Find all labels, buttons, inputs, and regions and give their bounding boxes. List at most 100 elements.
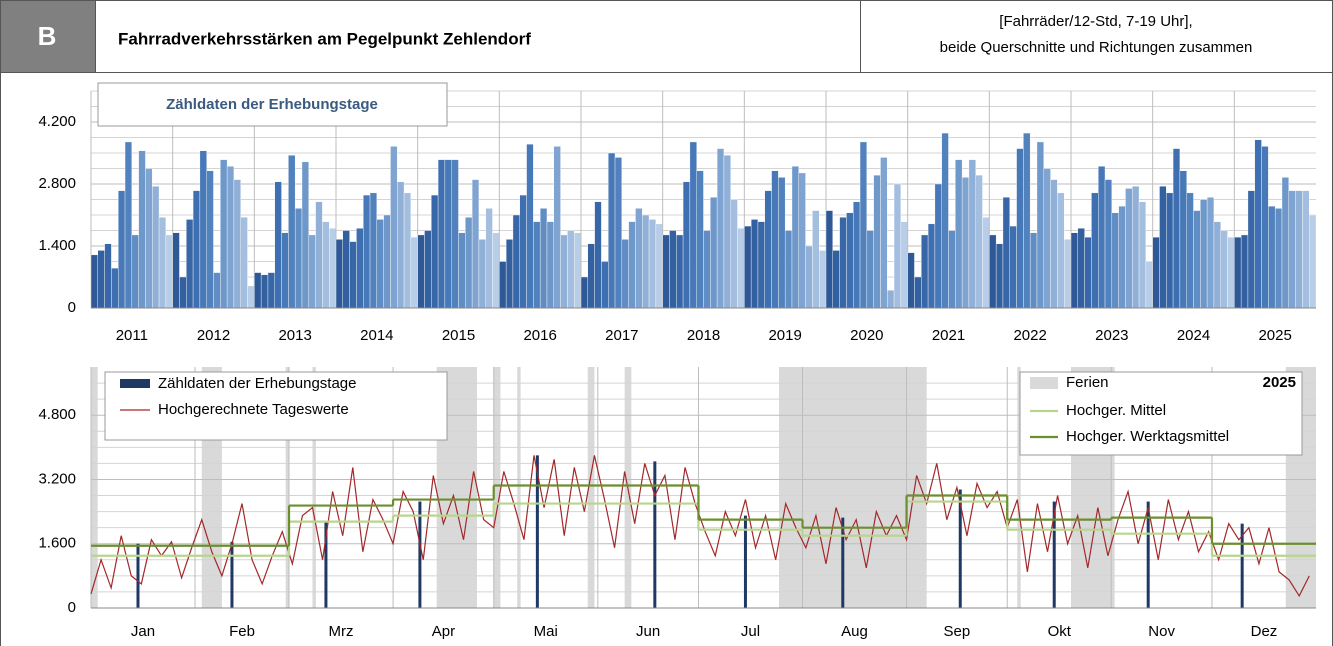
- bar: [1227, 236, 1235, 309]
- x-tick-label: 2017: [605, 327, 638, 344]
- survey-bar: [653, 461, 657, 608]
- bar: [186, 219, 194, 309]
- bar: [608, 152, 616, 309]
- header-letter: B: [38, 21, 57, 51]
- bar: [1254, 139, 1262, 309]
- bar: [832, 250, 840, 309]
- bar: [1036, 141, 1044, 309]
- inset-label: Zähldaten der Erhebungstage: [166, 96, 378, 113]
- bar: [989, 234, 997, 309]
- bar: [192, 190, 201, 309]
- bar: [172, 232, 180, 309]
- legend-box: [104, 371, 448, 441]
- legend-label: Hochgerechnete Tageswerte: [158, 401, 349, 418]
- bar: [873, 174, 881, 309]
- bar: [1084, 236, 1092, 309]
- bar: [846, 212, 854, 309]
- bar: [546, 221, 554, 309]
- bar: [689, 141, 697, 309]
- bar: [771, 170, 779, 309]
- bar: [907, 252, 915, 309]
- bar: [118, 190, 126, 309]
- bar: [1172, 148, 1181, 309]
- bar: [628, 221, 636, 309]
- bar: [410, 236, 418, 309]
- bar: [260, 274, 269, 309]
- bar: [703, 230, 711, 309]
- bar: [1268, 205, 1276, 309]
- bar: [737, 228, 745, 309]
- bar: [152, 186, 160, 309]
- bar: [206, 170, 214, 309]
- bar: [301, 161, 309, 309]
- bar: [900, 221, 908, 309]
- bar: [784, 230, 793, 309]
- bar: [853, 201, 861, 309]
- x-tick-label: 2018: [687, 327, 720, 344]
- bar: [750, 219, 759, 309]
- bar: [818, 250, 827, 309]
- bar: [601, 261, 609, 309]
- bar: [179, 276, 187, 309]
- x-tick-label: 2013: [278, 327, 311, 344]
- y-tick-label: 1.600: [38, 535, 76, 552]
- bar: [451, 159, 459, 309]
- bar: [349, 241, 357, 309]
- x-tick-label: 2014: [360, 327, 393, 344]
- bar: [934, 183, 942, 309]
- y-tick-label: 4.800: [38, 406, 76, 423]
- bar: [1308, 214, 1317, 309]
- bar: [1159, 186, 1167, 309]
- bar: [471, 179, 480, 309]
- x-tick-label: Mrz: [329, 623, 354, 640]
- bar: [1261, 146, 1269, 309]
- bar: [655, 223, 663, 309]
- bar: [499, 261, 507, 309]
- bar: [417, 234, 425, 309]
- bar: [1247, 190, 1255, 309]
- bar: [730, 199, 738, 309]
- header-note: beide Querschnitte und Richtungen zusamm…: [940, 39, 1253, 56]
- y-tick-label: 3.200: [38, 470, 76, 487]
- bar: [948, 230, 956, 309]
- survey-bar: [230, 541, 234, 608]
- bar: [1043, 168, 1051, 309]
- bar: [1274, 208, 1283, 309]
- y-tick-label: 0: [68, 599, 76, 616]
- bar: [560, 234, 568, 309]
- bar: [131, 234, 139, 309]
- bar: [465, 217, 473, 309]
- x-tick-label: Mai: [534, 623, 558, 640]
- bar: [594, 201, 602, 309]
- bar: [587, 243, 595, 309]
- bar: [744, 225, 752, 309]
- bar: [1132, 186, 1140, 309]
- survey-bar: [136, 543, 140, 608]
- bar: [1016, 148, 1024, 309]
- bar: [124, 141, 133, 309]
- bar: [288, 155, 296, 309]
- bar: [778, 177, 786, 309]
- bar: [1063, 239, 1072, 309]
- x-tick-label: 2015: [442, 327, 475, 344]
- bar: [1193, 210, 1201, 309]
- bar: [669, 230, 677, 309]
- bar: [505, 239, 514, 309]
- bar: [642, 214, 650, 309]
- bar: [866, 230, 874, 309]
- bar: [682, 181, 691, 309]
- bar: [893, 183, 902, 309]
- header-frame: [0, 0, 1333, 73]
- bar: [383, 214, 391, 309]
- bar: [363, 194, 371, 309]
- bar: [1111, 212, 1119, 309]
- bar: [716, 148, 725, 309]
- x-tick-label: Okt: [1048, 623, 1072, 640]
- survey-bar: [1146, 501, 1150, 608]
- bar: [825, 210, 834, 309]
- survey-bar: [743, 515, 747, 608]
- bar: [662, 234, 670, 309]
- bar: [1166, 192, 1174, 309]
- bar: [403, 192, 412, 309]
